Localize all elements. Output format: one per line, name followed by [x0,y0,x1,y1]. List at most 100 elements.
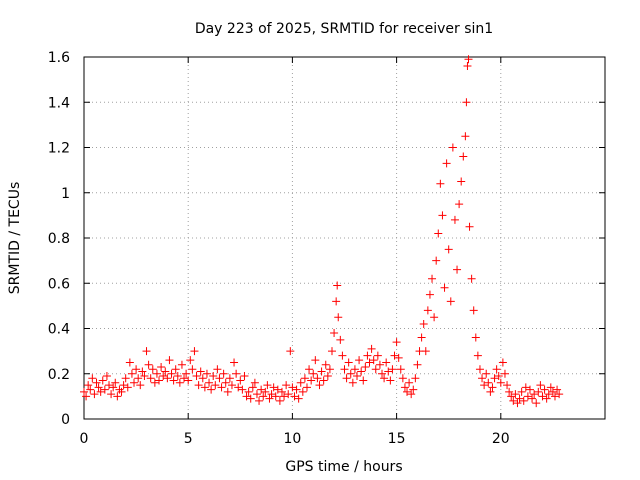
data-point [250,378,259,387]
data-point [242,392,251,401]
data-point [333,281,342,290]
x-tick-label: 20 [492,431,510,447]
data-point [198,374,207,383]
data-point [440,283,449,292]
data-point [505,387,514,396]
data-point [536,381,545,390]
data-point [84,381,93,390]
data-point [455,200,464,209]
data-point [96,387,105,396]
data-point [150,378,159,387]
data-point [211,381,220,390]
data-point [292,385,301,394]
data-point [423,306,432,315]
y-tick-label: 1 [61,186,70,202]
data-point [152,369,161,378]
data-point [428,274,437,283]
data-point [434,229,443,238]
data-point [171,365,180,374]
data-point [330,329,339,338]
data-point [384,367,393,376]
data-point [403,387,412,396]
data-point [240,372,249,381]
data-point [205,378,214,387]
data-point [221,378,230,387]
y-tick-label: 0.2 [48,367,70,383]
data-point [494,372,503,381]
data-point [450,215,459,224]
data-point [482,369,491,378]
data-point [555,390,564,399]
data-point [140,372,149,381]
data-point [475,365,484,374]
data-point [342,374,351,383]
data-point [371,365,380,374]
data-point [86,385,95,394]
data-point [100,385,109,394]
data-point [365,358,374,367]
data-point [317,367,326,376]
data-point [390,351,399,360]
data-point [200,383,209,392]
data-point [296,378,305,387]
data-point [511,390,520,399]
data-point [246,394,255,403]
data-point [319,376,328,385]
data-point [515,394,524,403]
data-point [180,374,189,383]
data-point [344,358,353,367]
data-point [182,369,191,378]
data-point [159,372,168,381]
data-point [130,378,139,387]
data-point [444,245,453,254]
data-point [273,385,282,394]
data-point [261,387,270,396]
data-point [321,360,330,369]
data-point [548,387,557,396]
data-point [111,378,120,387]
data-point [498,358,507,367]
data-point [553,385,562,394]
data-point [184,376,193,385]
data-point [346,369,355,378]
data-point [542,394,551,403]
data-point [392,338,401,347]
data-point [121,374,130,383]
data-point [234,383,243,392]
data-point [136,381,145,390]
data-point [80,387,88,396]
data-point [471,333,480,342]
y-tick-label: 1.4 [48,95,70,111]
data-point [144,360,153,369]
data-point [363,351,372,360]
data-point [442,159,451,168]
data-point [367,344,376,353]
data-point [500,369,509,378]
data-point [257,385,266,394]
data-point [286,347,295,356]
data-point [157,362,166,371]
y-tick-label: 1.2 [48,141,70,157]
data-point [219,369,228,378]
data-point [496,378,505,387]
data-point [259,392,268,401]
data-point [300,374,309,383]
data-point [355,356,364,365]
data-point [298,387,307,396]
data-point [194,381,203,390]
data-point [225,374,234,383]
data-point [388,365,397,374]
data-point [248,383,257,392]
data-point [398,374,407,383]
data-point [382,358,391,367]
data-point [232,369,241,378]
data-point [165,356,174,365]
data-point [467,274,476,283]
ticks-layer: 0 0.2 0.4 0.6 0.8 1 1.2 1.4 1.6 0 5 10 15 20 [48,50,605,447]
data-point [361,362,370,371]
data-point [82,392,91,401]
data-point [405,378,414,387]
data-point [127,369,136,378]
data-point [146,374,155,383]
data-point [550,392,559,401]
